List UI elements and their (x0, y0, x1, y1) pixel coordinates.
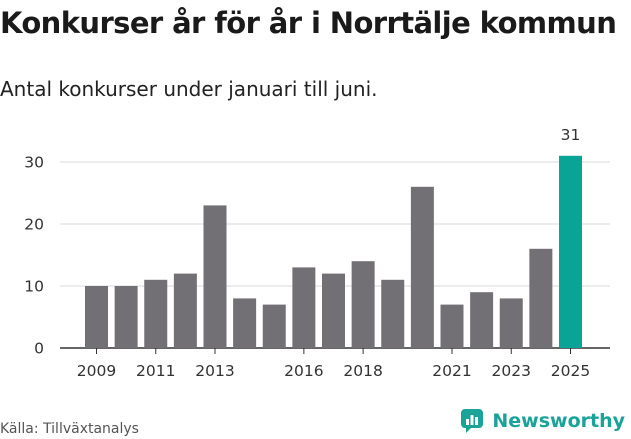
x-tick-label: 2021 (432, 362, 471, 380)
bar-2015 (262, 304, 286, 348)
brand-name: Newsworthy (492, 410, 625, 432)
bar-chart: 0 10 20 30 2009 2011 2013 2016 2018 2021 2023 2025… (24, 126, 610, 380)
bar-2020 (410, 186, 434, 348)
x-tick-label: 2013 (195, 362, 234, 380)
bar-2010 (114, 286, 138, 348)
x-tick-label: 2016 (284, 362, 323, 380)
bar-2014 (233, 298, 257, 348)
bar-2025 (559, 155, 582, 348)
source-note: Källa: Tillväxtanalys (0, 421, 139, 437)
x-tick-label: 2018 (343, 362, 382, 380)
x-tick-label: 2025 (551, 362, 590, 380)
bar-2023 (499, 298, 523, 348)
newsworthy-logo-icon (461, 409, 484, 433)
page-title: Konkurser år för år i Norrtälje kommun (0, 6, 617, 40)
data-labels: 31 (561, 126, 581, 144)
bar-2017 (322, 273, 345, 348)
x-tick-label: 2011 (136, 362, 175, 380)
y-axis-ticks: 0 10 20 30 (24, 154, 44, 358)
bars (85, 155, 582, 348)
brand: Newsworthy (460, 408, 625, 434)
x-axis-ticks: 2009 2011 2013 2016 2018 2021 2023 2025 (77, 348, 590, 380)
y-tick-label: 20 (24, 216, 44, 234)
bar-2009 (85, 286, 108, 348)
y-tick-label: 30 (24, 154, 44, 172)
bar-2011 (144, 279, 168, 348)
data-label: 31 (561, 126, 581, 144)
bar-2013 (203, 205, 227, 348)
bar-2018 (351, 261, 375, 348)
bar-2012 (173, 273, 197, 348)
bar-2016 (292, 267, 316, 348)
x-tick-label: 2009 (77, 362, 116, 380)
bar-2019 (381, 279, 405, 348)
bar-2024 (529, 248, 553, 348)
y-tick-label: 10 (24, 278, 44, 296)
bar-2021 (440, 304, 464, 348)
bar-2022 (470, 292, 494, 348)
y-tick-label: 0 (34, 340, 44, 358)
x-tick-label: 2023 (492, 362, 531, 380)
chart-subtitle: Antal konkurser under januari till juni. (0, 77, 378, 101)
